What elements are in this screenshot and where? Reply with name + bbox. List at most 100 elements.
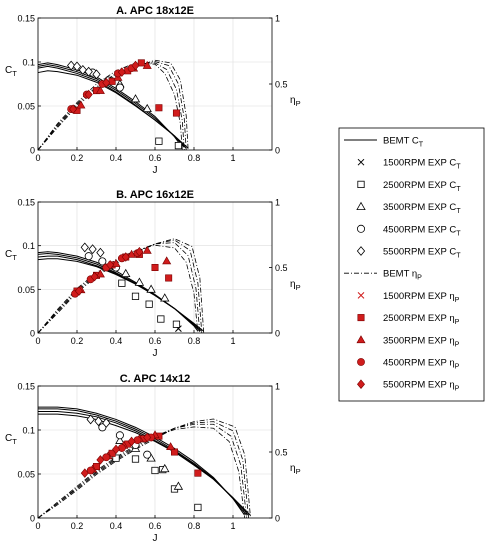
legend-entry: 5500RPM EXP CT [356, 246, 461, 260]
legend-label-main: 4500RPM EXP η [383, 358, 455, 369]
exp-ct-diamond-point [94, 416, 103, 427]
y-right-axis-label: ηP [290, 463, 301, 476]
y-right-tick-label: 1 [275, 14, 280, 24]
legend-entry: 4500RPM EXP ηP [357, 358, 460, 371]
legend-entry: 4500RPM EXP CT [356, 224, 461, 237]
exp-ct-triangle-point [146, 284, 156, 293]
legend-label: 1500RPM EXP ηP [383, 291, 460, 304]
exp-ct-square-point [131, 292, 140, 300]
legend-label-sub: T [456, 207, 461, 215]
y-right-axis-label: ηP [290, 279, 301, 292]
legend-label-sub: P [417, 274, 422, 282]
y-left-axis-label: CT [5, 433, 17, 446]
x-tick-label: 0 [35, 153, 40, 163]
y-left-tick-label: 0.15 [17, 382, 35, 392]
x-tick-label: 0.4 [110, 153, 123, 163]
y-right-tick-label: 0.5 [275, 263, 288, 273]
y-left-tick-label: 0.1 [22, 426, 35, 436]
legend-marker-cross [357, 158, 365, 166]
y-left-axis-label: CT [5, 65, 17, 78]
exp-ct-square-point [112, 454, 120, 462]
y-right-tick-label: 1 [275, 382, 280, 392]
exp-eta-diamond-point [121, 252, 130, 262]
legend-label-main: BEMT C [383, 136, 419, 147]
legend-marker-circle-red [357, 358, 365, 366]
bemt-ct-line [38, 413, 251, 516]
y-right-axis-label: ηP [290, 95, 301, 108]
y-right-tick-label: 0 [275, 146, 280, 156]
legend-label-sub: P [455, 363, 460, 371]
exp-ct-diamond-point [80, 242, 89, 253]
y-left-tick-label: 0.05 [17, 285, 35, 295]
y-right-axis-label-main: η [290, 279, 296, 290]
exp-eta-diamond-point [112, 444, 120, 455]
exp-eta-circle-point [133, 436, 142, 445]
legend-marker-square [357, 180, 365, 188]
y-left-axis-label-main: C [5, 65, 12, 76]
exp-eta-triangle-point [95, 85, 105, 94]
exp-eta-diamond-point [84, 89, 93, 100]
panel-title: B. APC 16x12E [116, 189, 194, 201]
exp-ct-circle-point [143, 450, 152, 459]
exp-ct-diamond-point [92, 69, 101, 80]
exp-eta-diamond-point [135, 247, 144, 257]
exp-eta-diamond-point [127, 436, 136, 447]
exp-eta-diamond-point [143, 432, 152, 443]
bemt-ct-line [37, 70, 189, 149]
exp-eta-triangle-point [142, 60, 152, 69]
exp-ct-square-point [151, 466, 159, 475]
legend-marker-diamond [356, 246, 366, 256]
x-tick-label: 0 [35, 336, 40, 346]
exp-ct-diamond-point [86, 414, 95, 425]
legend-label-main: 1500RPM EXP C [383, 158, 456, 169]
legend-label-sub: T [456, 185, 461, 193]
legend-entry: 2500RPM EXP CT [357, 180, 461, 193]
x-tick-label: 0.6 [149, 521, 162, 531]
exp-ct-square-point [172, 320, 181, 328]
exp-eta-diamond-point [102, 77, 111, 88]
exp-ct-square-point [155, 137, 163, 145]
bemt-ct-line [38, 406, 246, 516]
x-tick-label: 0.2 [71, 521, 84, 531]
y-left-axis-label-sub: T [12, 253, 17, 262]
legend-label: 3500RPM EXP CT [383, 202, 461, 215]
exp-ct-circle-point [84, 252, 93, 261]
legend-label-main: 4500RPM EXP C [383, 224, 456, 235]
exp-eta-square-point [137, 59, 145, 67]
bemt-eta-line [37, 418, 251, 519]
y-right-tick-label: 0.5 [275, 80, 288, 90]
legend-label-sub: P [455, 340, 460, 348]
bemt-ct-line [38, 408, 248, 516]
legend-label-sub: P [455, 385, 460, 393]
exp-eta-square-point [172, 109, 180, 117]
exp-ct-square-point [145, 300, 153, 308]
exp-ct-triangle-point [142, 103, 152, 113]
x-tick-label: 0.6 [149, 336, 162, 346]
legend-entry: BEMT ηP [344, 269, 422, 282]
legend-label-sub: T [456, 229, 461, 237]
panels: 0 0.2 0.4 0.6 0.8 1 0 0.05 0.1 0.15 0 0.5 1 A. APC 18… [5, 5, 301, 544]
x-axis-label: J [153, 533, 158, 544]
exp-eta-diamond-point [106, 260, 115, 270]
exp-eta-square-point [171, 448, 179, 456]
exp-ct-triangle-point [173, 481, 184, 490]
exp-eta-square-point [194, 469, 202, 477]
y-left-axis-label-main: C [5, 249, 12, 260]
exp-eta-diamond-point [117, 67, 126, 77]
exp-eta-diamond-point [96, 455, 105, 465]
y-left-tick-label: 0.15 [17, 198, 35, 208]
legend-label-sub: P [455, 296, 460, 304]
legend-marker-triangle [356, 201, 366, 211]
y-left-tick-label: 0.1 [22, 58, 35, 68]
exp-ct-square-point [118, 279, 126, 287]
x-tick-label: 0.8 [188, 521, 201, 531]
exp-eta-diamond-point [90, 271, 99, 282]
bemt-ct-line [38, 411, 249, 516]
y-left-axis-label: CT [5, 249, 17, 262]
legend-label: 1500RPM EXP CT [383, 158, 461, 171]
legend-label-main: 5500RPM EXP η [383, 380, 455, 391]
legend-label-main: 1500RPM EXP η [383, 291, 455, 302]
exp-eta-circle-point [117, 444, 126, 452]
grid [37, 385, 272, 519]
